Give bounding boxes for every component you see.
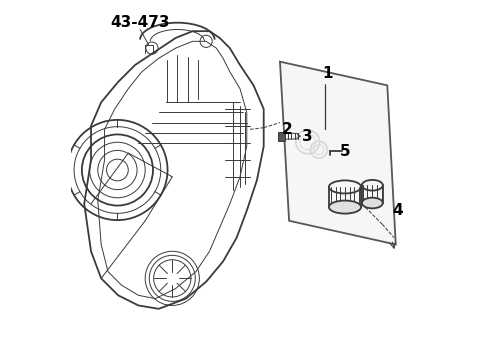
Ellipse shape — [362, 198, 383, 208]
Text: 4: 4 — [392, 203, 403, 218]
Ellipse shape — [329, 201, 361, 214]
Text: 2: 2 — [281, 122, 292, 137]
Text: 43-473: 43-473 — [110, 15, 170, 30]
Text: 1: 1 — [323, 66, 333, 81]
Text: 3: 3 — [302, 129, 313, 143]
Polygon shape — [280, 62, 396, 244]
Bar — [278, 132, 286, 140]
Text: 5: 5 — [340, 144, 350, 159]
